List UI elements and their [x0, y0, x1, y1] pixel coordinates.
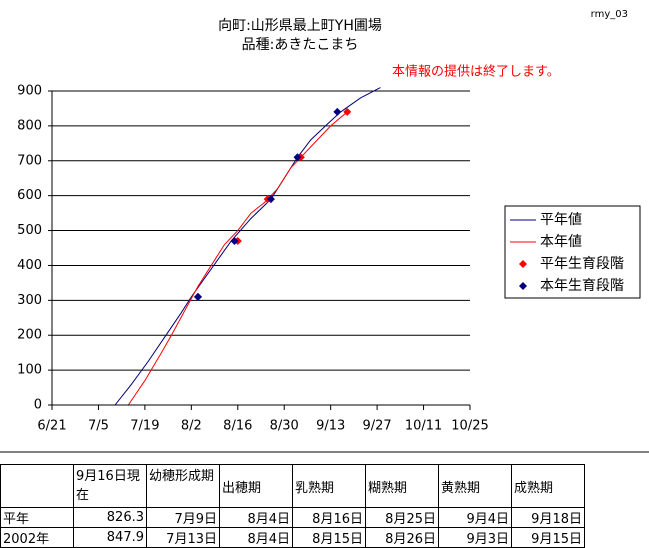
table-header: 9月16日現在	[73, 464, 147, 508]
legend-label: 平年生育段階	[540, 256, 624, 272]
x-tick-label: 8/16	[223, 419, 252, 434]
y-tick-label: 500	[17, 223, 42, 238]
x-tick-label: 9/13	[316, 419, 345, 434]
chart-title: 向町:山形県最上町YH圃場	[218, 18, 382, 34]
table-cell: 7月13日	[146, 527, 220, 548]
stage-marker	[343, 107, 352, 116]
stage-table: 9月16日現在 幼穂形成期 出穂期 乳熟期 糊熟期 黄熟期 成熟期 平年 826…	[0, 464, 585, 548]
line-series	[114, 87, 381, 406]
table-cell: 8月26日	[365, 527, 439, 548]
x-tick-label: 8/2	[181, 419, 202, 434]
y-tick-label: 300	[17, 293, 42, 308]
y-tick-label: 100	[17, 363, 42, 378]
table-cell: 9月18日	[511, 507, 585, 528]
table-header: 幼穂形成期	[146, 464, 220, 508]
table-cell: 平年	[0, 507, 74, 528]
table-cell: 8月4日	[219, 507, 293, 528]
y-tick-label: 800	[17, 118, 42, 133]
table-cell: 8月16日	[292, 507, 366, 528]
x-tick-label: 9/27	[363, 419, 392, 434]
table-cell: 2002年	[0, 527, 74, 548]
x-tick-label: 6/21	[37, 419, 66, 434]
y-tick-label: 600	[17, 188, 42, 203]
stage-marker	[193, 292, 202, 301]
legend-swatch	[519, 282, 527, 290]
line-series	[127, 111, 348, 406]
stage-marker	[333, 107, 342, 116]
stage-marker	[230, 237, 239, 246]
table-header: 糊熟期	[365, 464, 439, 508]
table-cell: 826.3	[73, 507, 147, 528]
table-corner	[0, 464, 74, 508]
x-tick-label: 10/11	[405, 419, 442, 434]
y-tick-label: 0	[34, 398, 42, 413]
page-code: rmy_03	[591, 9, 628, 20]
table-cell: 8月4日	[219, 527, 293, 548]
x-tick-label: 8/30	[270, 419, 299, 434]
plot-area	[52, 91, 470, 405]
legend-label: 平年値	[540, 212, 582, 228]
table-cell: 9月3日	[438, 527, 512, 548]
table-header: 出穂期	[219, 464, 293, 508]
table-cell: 8月15日	[292, 527, 366, 548]
x-tick-label: 7/5	[88, 419, 109, 434]
legend-label: 本年値	[540, 234, 582, 250]
table-cell: 8月25日	[365, 507, 439, 528]
stage-marker	[266, 195, 275, 204]
legend-swatch	[519, 260, 527, 268]
y-tick-label: 200	[17, 328, 42, 343]
y-tick-label: 700	[17, 153, 42, 168]
chart: 向町:山形県最上町YH圃場 品種:あきたこまち rmy_03 本情報の提供は終了…	[0, 9, 649, 453]
legend-label: 本年生育段階	[540, 278, 624, 294]
table-header: 成熟期	[511, 464, 585, 508]
table-cell: 7月9日	[146, 507, 220, 528]
x-tick-label: 7/19	[130, 419, 159, 434]
chart-subtitle: 品種:あきたこまち	[242, 37, 359, 53]
x-tick-label: 10/25	[451, 419, 488, 434]
table-header: 黄熟期	[438, 464, 512, 508]
legend-box	[504, 205, 641, 299]
stage-marker	[293, 153, 302, 162]
table-cell: 9月4日	[438, 507, 512, 528]
y-tick-label: 400	[17, 258, 42, 273]
table-header: 乳熟期	[292, 464, 366, 508]
notice: 本情報の提供は終了します。	[392, 64, 560, 80]
y-tick-label: 900	[17, 84, 42, 99]
